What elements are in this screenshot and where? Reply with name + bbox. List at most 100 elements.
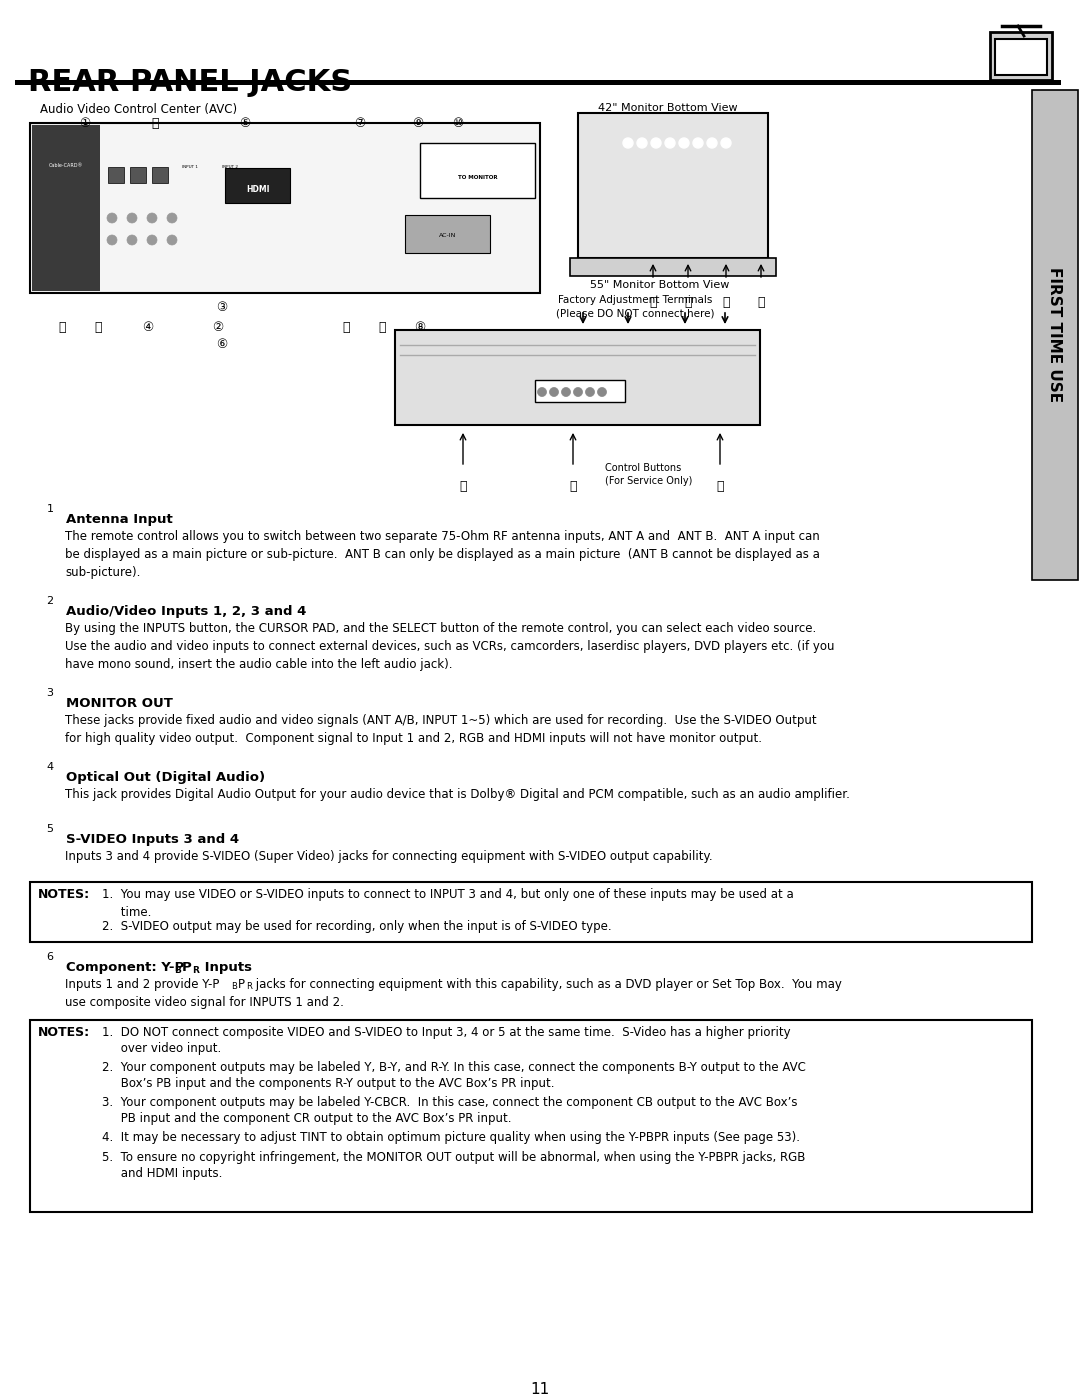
- Text: INPUT 2: INPUT 2: [222, 165, 238, 169]
- Circle shape: [41, 759, 59, 775]
- Circle shape: [538, 387, 546, 397]
- Circle shape: [637, 138, 647, 148]
- Text: B: B: [174, 965, 180, 975]
- Text: R: R: [192, 965, 199, 975]
- Text: ⑧: ⑧: [415, 321, 426, 334]
- Text: ⑱: ⑱: [757, 296, 765, 309]
- Text: S-VIDEO Inputs 3 and 4: S-VIDEO Inputs 3 and 4: [66, 833, 239, 847]
- Text: ⑲: ⑲: [58, 321, 66, 334]
- Text: Audio Video Control Center (AVC): Audio Video Control Center (AVC): [40, 103, 238, 116]
- Bar: [152, 168, 168, 183]
- Text: MONITOR OUT: MONITOR OUT: [66, 697, 173, 710]
- Text: Inputs 1 and 2 provide Y-P: Inputs 1 and 2 provide Y-P: [65, 978, 219, 990]
- Text: ⑬: ⑬: [151, 117, 159, 130]
- Text: ⑫: ⑫: [378, 321, 386, 334]
- Bar: [535, 380, 625, 402]
- Text: ③: ③: [216, 300, 228, 314]
- Text: Antenna Input: Antenna Input: [66, 513, 173, 527]
- Text: ②: ②: [213, 321, 224, 334]
- Text: and HDMI inputs.: and HDMI inputs.: [102, 1166, 222, 1180]
- Text: ⑤: ⑤: [240, 117, 251, 130]
- Text: jacks for connecting equipment with this capability, such as a DVD player or Set: jacks for connecting equipment with this…: [252, 978, 842, 990]
- Text: 2.  Your component outputs may be labeled Y, B-Y, and R-Y. In this case, connect: 2. Your component outputs may be labeled…: [102, 1060, 806, 1074]
- Text: By using the INPUTS button, the CURSOR PAD, and the SELECT button of the remote : By using the INPUTS button, the CURSOR P…: [65, 622, 835, 671]
- Text: ⑩: ⑩: [453, 117, 463, 130]
- Text: 3.  Your component outputs may be labeled Y-CBCR.  In this case, connect the com: 3. Your component outputs may be labeled…: [102, 1097, 797, 1109]
- Bar: [995, 39, 1047, 75]
- Text: Component: Y-P: Component: Y-P: [66, 961, 185, 974]
- Text: P: P: [183, 961, 192, 974]
- Text: over video input.: over video input.: [102, 1042, 221, 1055]
- Bar: [30, 1020, 1032, 1213]
- Circle shape: [721, 138, 731, 148]
- Text: 4.  It may be necessary to adjust TINT to obtain optimum picture quality when us: 4. It may be necessary to adjust TINT to…: [102, 1132, 800, 1144]
- Circle shape: [707, 138, 717, 148]
- Bar: [30, 123, 540, 293]
- Text: 5.  To ensure no copyright infringement, the MONITOR OUT output will be abnormal: 5. To ensure no copyright infringement, …: [102, 1151, 806, 1164]
- Bar: [578, 113, 768, 258]
- Text: Cable-CARD®: Cable-CARD®: [49, 163, 83, 168]
- Circle shape: [107, 235, 117, 244]
- Circle shape: [167, 235, 177, 244]
- Text: 4: 4: [46, 761, 54, 773]
- Circle shape: [107, 212, 117, 224]
- Text: Inputs 3 and 4 provide S-VIDEO (Super Video) jacks for connecting equipment with: Inputs 3 and 4 provide S-VIDEO (Super Vi…: [65, 849, 713, 863]
- Circle shape: [597, 387, 607, 397]
- Bar: [225, 168, 291, 203]
- Text: ⑭: ⑭: [649, 296, 657, 309]
- Text: ⑱: ⑱: [459, 481, 467, 493]
- Circle shape: [147, 212, 157, 224]
- Circle shape: [665, 138, 675, 148]
- Text: NOTES:: NOTES:: [38, 1025, 90, 1039]
- Text: Control Buttons
(For Service Only): Control Buttons (For Service Only): [605, 462, 692, 486]
- Text: 1.  You may use VIDEO or S-VIDEO inputs to connect to INPUT 3 and 4, but only on: 1. You may use VIDEO or S-VIDEO inputs t…: [102, 888, 794, 919]
- Text: 1: 1: [46, 504, 54, 514]
- Text: ⑭: ⑭: [716, 481, 724, 493]
- Circle shape: [147, 235, 157, 244]
- Text: ⑰: ⑰: [94, 321, 102, 334]
- Circle shape: [585, 387, 594, 397]
- Bar: [405, 215, 490, 253]
- Bar: [108, 168, 124, 183]
- Text: 55" Monitor Bottom View: 55" Monitor Bottom View: [590, 279, 729, 291]
- Text: ⑨: ⑨: [413, 117, 423, 130]
- Bar: [30, 882, 1032, 942]
- Text: 6: 6: [46, 951, 54, 963]
- Text: Optical Out (Digital Audio): Optical Out (Digital Audio): [66, 771, 265, 784]
- Circle shape: [623, 138, 633, 148]
- Bar: [15, 80, 1061, 85]
- Circle shape: [573, 387, 582, 397]
- Circle shape: [562, 387, 570, 397]
- Text: ⑪: ⑪: [342, 321, 350, 334]
- Text: INPUT 1: INPUT 1: [183, 165, 198, 169]
- Bar: [130, 168, 146, 183]
- Text: 3: 3: [46, 687, 54, 698]
- Text: NOTES:: NOTES:: [38, 888, 90, 901]
- Text: Factory Adjustment Terminals
(Please DO NOT connect here): Factory Adjustment Terminals (Please DO …: [556, 295, 714, 319]
- Circle shape: [679, 138, 689, 148]
- Circle shape: [550, 387, 558, 397]
- Text: Inputs: Inputs: [200, 961, 252, 974]
- Text: FIRST TIME USE: FIRST TIME USE: [1048, 267, 1063, 402]
- Bar: [32, 124, 100, 291]
- Bar: [395, 330, 760, 425]
- Circle shape: [41, 820, 59, 838]
- Text: 2: 2: [46, 597, 54, 606]
- Text: This jack provides Digital Audio Output for your audio device that is Dolby® Dig: This jack provides Digital Audio Output …: [65, 788, 850, 800]
- Text: 2.  S-VIDEO output may be used for recording, only when the input is of S-VIDEO : 2. S-VIDEO output may be used for record…: [102, 921, 611, 933]
- Circle shape: [127, 235, 137, 244]
- Text: 1.  DO NOT connect composite VIDEO and S-VIDEO to Input 3, 4 or 5 at the same ti: 1. DO NOT connect composite VIDEO and S-…: [102, 1025, 791, 1039]
- Text: ④: ④: [143, 321, 153, 334]
- Circle shape: [41, 685, 59, 703]
- Bar: [570, 258, 777, 277]
- Circle shape: [651, 138, 661, 148]
- Text: ⑮: ⑮: [685, 296, 692, 309]
- Text: ⑥: ⑥: [216, 338, 228, 351]
- Text: REAR PANEL JACKS: REAR PANEL JACKS: [28, 68, 352, 96]
- Circle shape: [41, 949, 59, 965]
- Text: These jacks provide fixed audio and video signals (ANT A/B, INPUT 1~5) which are: These jacks provide fixed audio and vide…: [65, 714, 816, 745]
- Text: TO MONITOR: TO MONITOR: [458, 175, 498, 180]
- Text: use composite video signal for INPUTS 1 and 2.: use composite video signal for INPUTS 1 …: [65, 996, 343, 1009]
- Text: P: P: [238, 978, 245, 990]
- Text: The remote control allows you to switch between two separate 75-Ohm RF antenna i: The remote control allows you to switch …: [65, 529, 820, 578]
